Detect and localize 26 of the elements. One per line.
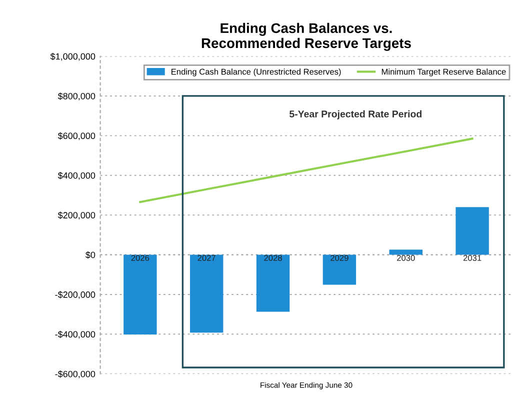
y-tick-label: $200,000 [58,212,96,220]
bar [456,207,489,255]
y-tick-label: -$600,000 [55,370,96,378]
bar [389,250,422,255]
line-series [139,138,474,204]
y-tick-label: $0 [86,251,96,259]
legend-label: Minimum Target Reserve Balance [382,68,506,76]
y-tick-label: $600,000 [58,132,96,140]
chart-title: Ending Cash Balances vs. Recommended Reserve Targets [202,22,411,51]
y-tick-label: $400,000 [58,172,96,180]
bar [190,254,224,333]
bar [124,254,157,335]
x-tick-label: 2026 [131,254,150,261]
y-tick-label: -$200,000 [55,291,96,299]
x-tick-label: 2029 [330,254,348,261]
y-tick-label: $800,000 [58,92,96,100]
x-tick-label: 2031 [463,254,482,261]
y-tick-label: -$400,000 [55,330,96,339]
annotation: 5-Year Projected Rate Period [290,110,422,120]
bar [322,254,356,285]
legend-label: Ending Cash Balance (Unrestricted Reserves) [172,68,341,76]
x-tick-label: 2027 [198,254,216,261]
y-tick-label: $1,000,000 [50,52,96,61]
x-tick-label: 2030 [397,254,415,261]
x-tick-label: 2028 [264,254,282,261]
bar [256,254,290,312]
